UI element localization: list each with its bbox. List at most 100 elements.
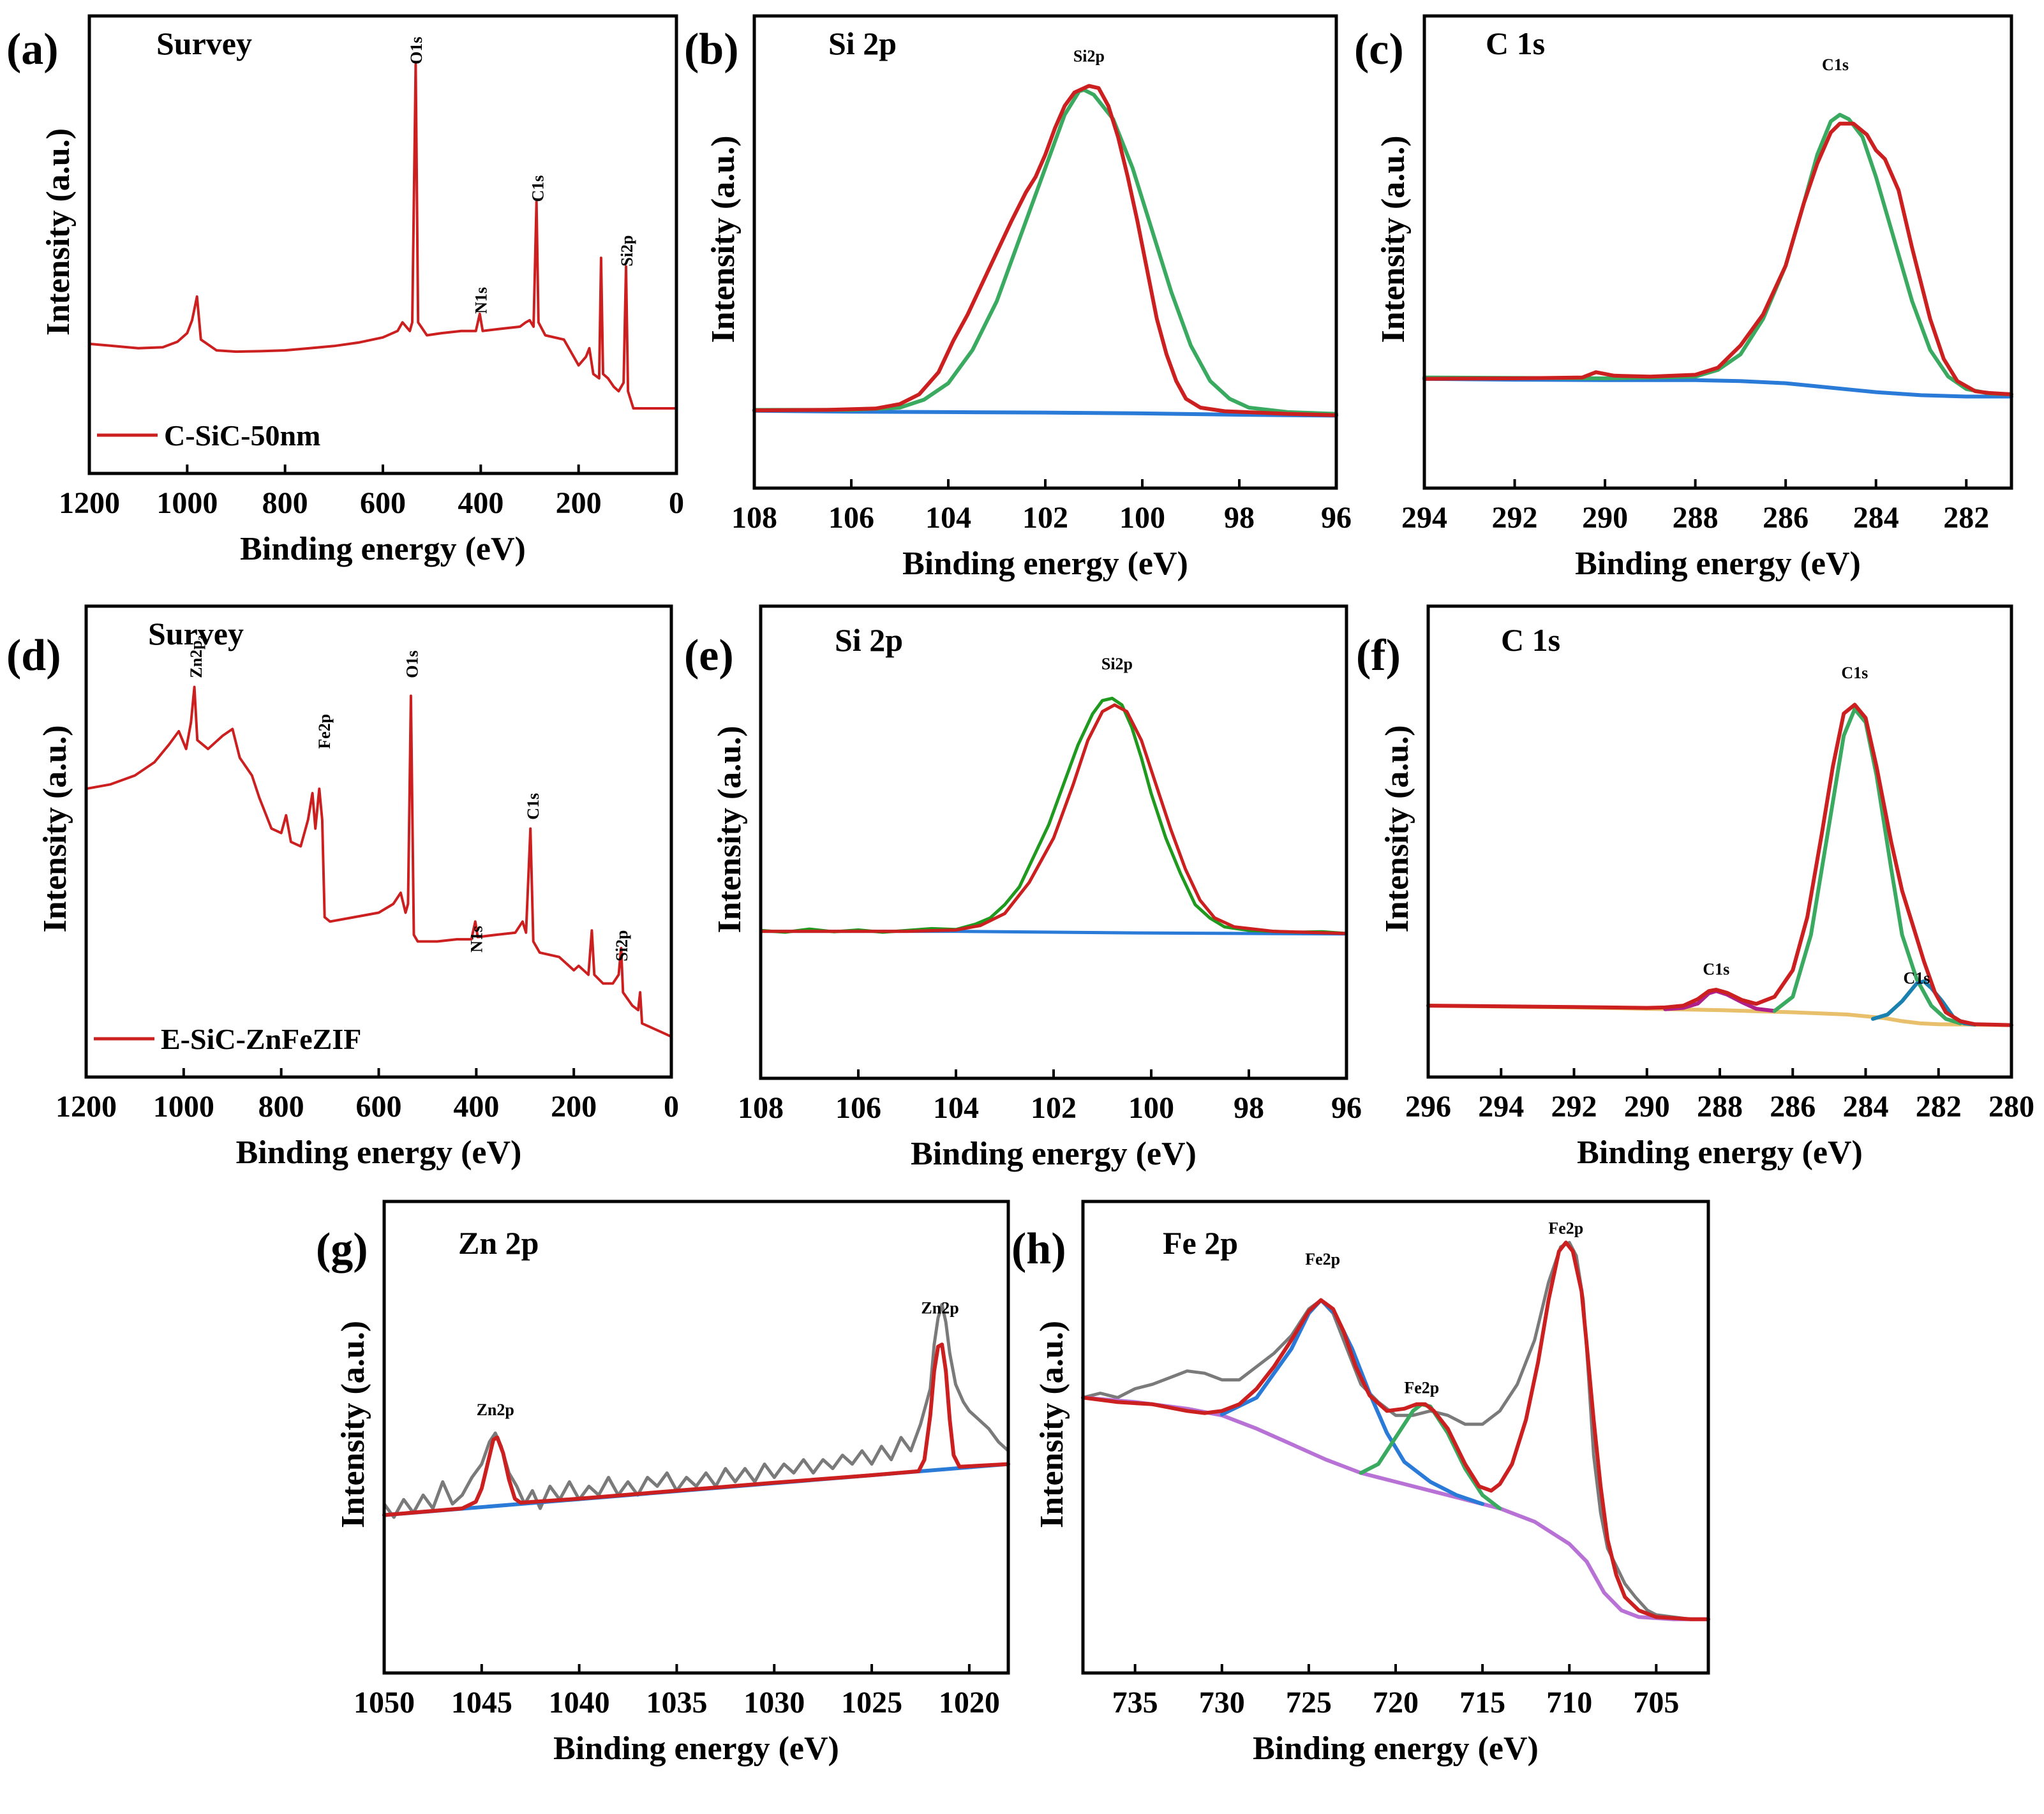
x-tick-label: 730 xyxy=(1199,1686,1245,1720)
x-tick-label: 288 xyxy=(1673,501,1719,535)
panel-title: C 1s xyxy=(1486,26,1545,61)
x-tick-label: 715 xyxy=(1459,1686,1505,1720)
panel-letter: (e) xyxy=(684,631,734,680)
series-f-component-284 xyxy=(1772,707,1962,1025)
x-tick-label: 292 xyxy=(1551,1090,1597,1124)
peak-label: Si2p xyxy=(1073,47,1105,65)
x-tick-label: 1020 xyxy=(939,1686,1000,1720)
panel-a: 1200 1000 800 600 400 200 0 Binding energy (eV)… xyxy=(6,14,684,567)
plot-frame xyxy=(87,14,678,475)
legend-label: E-SiC-ZnFeZIF xyxy=(161,1023,361,1055)
y-axis-label: Intensity (a.u.) xyxy=(335,1321,371,1528)
peak-label: Fe2p xyxy=(1305,1250,1340,1268)
x-tick-label: 1035 xyxy=(646,1686,707,1720)
series-f-envelope xyxy=(1426,703,2013,1027)
x-tick-label: 102 xyxy=(1031,1091,1077,1125)
x-tick-label: 0 xyxy=(669,486,684,520)
x-tick-label: 106 xyxy=(828,501,874,535)
x-tick-label: 720 xyxy=(1373,1686,1419,1720)
x-tick-label: 292 xyxy=(1492,501,1538,535)
x-axis-label: Binding energy (eV) xyxy=(553,1730,839,1767)
x-tick-label: 280 xyxy=(1988,1090,2034,1124)
y-axis-label: Intensity (a.u.) xyxy=(1379,725,1415,932)
x-tick-label: 102 xyxy=(1022,501,1068,535)
y-axis-label: Intensity (a.u.) xyxy=(712,725,748,933)
y-axis-label: Intensity (a.u.) xyxy=(37,725,73,932)
panel-d: 1200 1000 800 600 400 200 0 Binding energy (eV)… xyxy=(6,604,679,1171)
x-tick-label: 104 xyxy=(925,501,971,535)
peak-label: Zn2p xyxy=(477,1401,514,1419)
x-tick-label: 284 xyxy=(1853,501,1899,535)
series-b-raw xyxy=(752,84,1338,417)
x-tick-label: 282 xyxy=(1943,501,1989,535)
peak-label: C1s xyxy=(524,793,542,820)
x-tick-label: 1040 xyxy=(549,1686,610,1720)
peak-label: C1s xyxy=(1703,960,1729,979)
panel-f: 296 294 292 290 288 286 284 282 280 Binding energ… xyxy=(1356,604,2034,1171)
x-tick-label: 1045 xyxy=(451,1686,512,1720)
x-tick-label: 800 xyxy=(262,486,308,520)
x-axis-label: Binding energy (eV) xyxy=(902,546,1188,582)
x-tick-label: 735 xyxy=(1112,1686,1158,1720)
x-axis-label: Binding energy (eV) xyxy=(1253,1730,1539,1767)
panel-letter: (d) xyxy=(6,631,61,680)
peak-label: C1s xyxy=(1841,664,1868,682)
peak-label: C1s xyxy=(1822,56,1849,74)
y-axis-label: Intensity (a.u.) xyxy=(40,128,77,336)
panel-g: 1050 1045 1040 1035 1030 1025 1020 Binding ener… xyxy=(316,1200,1010,1767)
series-c-background xyxy=(1422,376,2013,399)
panel-letter: (f) xyxy=(1356,631,1401,680)
series-d-e-sic-znfezif xyxy=(85,685,673,1038)
y-axis-label: Intensity (a.u.) xyxy=(1375,135,1412,343)
x-tick-label: 106 xyxy=(835,1091,881,1125)
x-tick-label: 710 xyxy=(1546,1686,1592,1720)
x-tick-label: 108 xyxy=(738,1091,784,1125)
x-tick-label: 400 xyxy=(458,486,504,520)
plot-frame xyxy=(759,604,1348,1080)
x-tick-label: 1000 xyxy=(156,486,218,520)
panel-letter: (g) xyxy=(316,1224,368,1274)
peak-label: Fe2p xyxy=(1548,1219,1583,1237)
x-tick-label: 600 xyxy=(360,486,406,520)
peak-label: N1s xyxy=(467,926,486,953)
x-tick-label: 0 xyxy=(664,1090,679,1124)
x-tick-label: 200 xyxy=(556,486,602,520)
peak-label: Fe2p xyxy=(315,714,334,749)
x-tick-label: 98 xyxy=(1224,501,1255,535)
panel-c: 294 292 290 288 286 284 282 Binding energy (eV)… xyxy=(1354,14,2013,582)
peak-label: Zn2p xyxy=(921,1298,959,1317)
x-axis-label: Binding energy (eV) xyxy=(1575,546,1861,582)
x-axis-label: Binding energy (eV) xyxy=(911,1136,1197,1172)
plot-frame xyxy=(1422,14,2013,490)
x-tick-label: 288 xyxy=(1697,1090,1743,1124)
series-e-raw xyxy=(759,696,1348,935)
series-f-background xyxy=(1426,1004,2013,1027)
panel-title: C 1s xyxy=(1501,622,1560,658)
x-tick-label: 96 xyxy=(1331,1091,1362,1125)
peak-label: Si2p xyxy=(1101,655,1133,673)
series-f-component-288 xyxy=(1663,989,1777,1013)
plot-frame xyxy=(382,1200,1010,1675)
x-tick-label: 200 xyxy=(551,1090,597,1124)
series-b-fit xyxy=(752,87,1338,416)
plot-frame xyxy=(84,604,673,1079)
legend-label: C-SiC-50nm xyxy=(164,419,320,452)
panel-title: Fe 2p xyxy=(1163,1225,1238,1261)
series-g-raw xyxy=(382,1303,1010,1519)
x-tick-label: 1200 xyxy=(59,486,120,520)
x-tick-label: 1030 xyxy=(743,1686,805,1720)
x-tick-label: 725 xyxy=(1286,1686,1332,1720)
x-tick-label: 100 xyxy=(1119,501,1165,535)
series-a-c-sic-50nm xyxy=(88,63,678,410)
panel-title: Si 2p xyxy=(835,622,903,658)
x-tick-label: 1200 xyxy=(56,1090,117,1124)
x-tick-label: 296 xyxy=(1405,1090,1451,1124)
panel-title: Si 2p xyxy=(828,26,897,61)
x-axis-label: Binding energy (eV) xyxy=(236,1134,522,1171)
panel-letter: (c) xyxy=(1354,25,1404,74)
panel-letter: (a) xyxy=(6,25,59,74)
x-tick-label: 284 xyxy=(1843,1090,1889,1124)
panel-h: 735 730 725 720 715 710 705 Binding energy (eV)… xyxy=(1011,1200,1710,1767)
x-tick-label: 800 xyxy=(258,1090,304,1124)
